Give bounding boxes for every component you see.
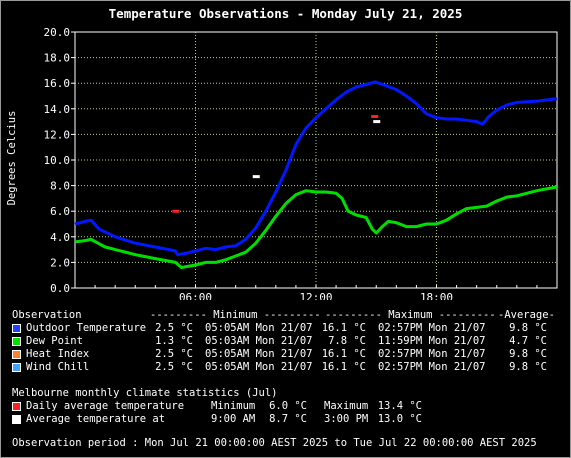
legend-header-average: -Average- (498, 309, 555, 321)
y-tick-label: 16.0 (44, 77, 71, 90)
legend-max-time: 02:57PM Mon 21/07 (378, 348, 486, 360)
chart-title: Temperature Observations - Monday July 2… (108, 6, 463, 21)
x-tick-label: 12:00 (299, 291, 332, 300)
x-tick-label: 06:00 (179, 291, 212, 300)
y-tick-label: 0.0 (50, 282, 70, 295)
legend-max-value: 16.1 °C (321, 348, 366, 360)
climate-col3: 3:00 PM (324, 413, 369, 425)
climate-row-name: Daily average temperature (26, 400, 185, 412)
climate-marker (373, 120, 381, 124)
legend-series-name: Wind Chill (26, 361, 90, 373)
legend-swatch (12, 324, 21, 333)
legend-max-value: 16.1 °C (321, 322, 366, 334)
climate-col1: 9:00 AM (211, 413, 256, 425)
climate-swatch (12, 402, 21, 411)
climate-row-name: Average temperature at (26, 413, 166, 425)
legend-max-value: 7.8 °C (328, 335, 366, 347)
climate-col3: Maximum (324, 400, 369, 412)
y-tick-label: 20.0 (44, 26, 71, 39)
y-tick-label: 4.0 (50, 231, 70, 244)
y-tick-label: 10.0 (44, 154, 71, 167)
legend-avg-value: 9.8 °C (509, 361, 547, 373)
legend-avg-value: 9.8 °C (509, 348, 547, 360)
legend-swatch (12, 350, 21, 359)
legend-min-value: 2.5 °C (155, 348, 193, 360)
y-tick-label: 2.0 (50, 256, 70, 269)
legend-series-name: Outdoor Temperature (26, 322, 147, 334)
legend-min-value: 2.5 °C (155, 322, 193, 334)
legend-max-time: 02:57PM Mon 21/07 (378, 322, 486, 334)
y-tick-label: 18.0 (44, 52, 71, 65)
legend-swatch (12, 363, 21, 372)
plot-area: 0.0 2.0 4.0 6.0 8.0 10.0 12.0 14.0 16.0 18.0 20.0 0… (44, 26, 558, 300)
legend-min-time: 05:05AM Mon 21/07 (205, 322, 313, 334)
legend-avg-value: 4.7 °C (509, 335, 547, 347)
legend-min-value: 2.5 °C (155, 361, 193, 373)
legend-header-maximum: --------- Maximum --------- (325, 309, 496, 321)
legend-avg-value: 9.8 °C (509, 322, 547, 334)
series-line-outdoor-temperature (74, 80, 558, 257)
legend-max-time: 11:59PM Mon 21/07 (378, 335, 486, 347)
climate-col2: 8.7 °C (269, 413, 307, 425)
climate-marker (252, 175, 260, 179)
climate-col1: Minimum (211, 400, 256, 412)
climate-swatch (12, 415, 21, 424)
climate-col4: 13.4 °C (377, 400, 422, 412)
observation-period: Observation period : Mon Jul 21 00:00:00… (12, 437, 537, 449)
legend-series-name: Dew Point (26, 335, 83, 347)
legend-header-minimum: --------- Minimum --------- (150, 309, 321, 321)
y-tick-label: 12.0 (44, 128, 71, 141)
x-tick-label: 18:00 (420, 291, 453, 300)
legend-min-time: 05:05AM Mon 21/07 (205, 348, 313, 360)
legend-min-time: 05:05AM Mon 21/07 (205, 361, 313, 373)
climate-marker (172, 209, 180, 213)
y-tick-label: 8.0 (50, 180, 70, 193)
legend-min-time: 05:03AM Mon 21/07 (205, 335, 313, 347)
legend-header-observation: Observation (12, 309, 82, 321)
climate-col4: 13.0 °C (377, 413, 422, 425)
legend-max-time: 02:57PM Mon 21/07 (378, 361, 486, 373)
legend-series-name: Heat Index (26, 348, 90, 360)
climate-header: Melbourne monthly climate statistics (Ju… (12, 387, 278, 399)
legend-max-value: 16.1 °C (321, 361, 366, 373)
y-tick-label: 14.0 (44, 103, 71, 116)
legend-min-value: 1.3 °C (155, 335, 193, 347)
series-line-dew-point (74, 185, 558, 269)
climate-marker (371, 114, 379, 118)
y-tick-label: 6.0 (50, 205, 70, 218)
climate-col2: 6.0 °C (269, 400, 307, 412)
legend-swatch (12, 337, 21, 346)
